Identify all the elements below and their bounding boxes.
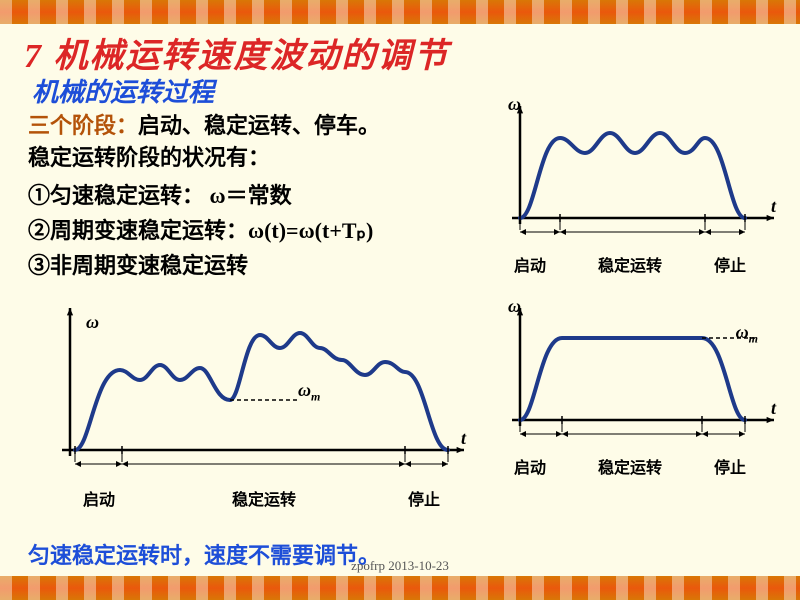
phase-start: 启动 [500,252,560,276]
x-axis-label: t [461,428,466,449]
page-title: 7 机械运转速度波动的调节 [24,28,450,77]
bullet-2: ②周期变速稳定运转：ω(t)=ω(t+Tₚ) [28,213,373,248]
phase-stop: 停止 [394,486,454,510]
decorative-border-top [0,0,800,24]
phase-stop: 停止 [700,252,760,276]
phase-stable: 稳定运转 [560,252,700,276]
chart-nonperiodic-svg [50,300,470,490]
bullet-list: ①匀速稳定运转： ω＝常数 ②周期变速稳定运转：ω(t)=ω(t+Tₚ) ③非周… [28,178,373,284]
y-axis-label: ω [508,94,521,115]
chart-constant: ω t ωm 启动 稳定运转 停止 [500,300,780,478]
x-axis-label: t [771,196,776,217]
phase-labels-tr: 启动 稳定运转 停止 [500,252,780,276]
phase-start: 启动 [500,454,560,478]
chart-nonperiodic: ω t ωm 启动 稳定运转 停止 [50,300,470,510]
three-phases-label: 三个阶段： [28,113,138,138]
x-axis-label: t [771,398,776,419]
bullet-1: ①匀速稳定运转： ω＝常数 [28,178,373,213]
phase-start: 启动 [64,486,134,510]
chart-periodic: ω t 启动 稳定运转 停止 [500,98,780,276]
stable-state-label: 稳定运转阶段的状况有： [28,140,270,172]
phase-stable: 稳定运转 [134,486,394,510]
chart-periodic-svg [500,98,780,258]
three-phases-text: 启动、稳定运转、停车。 [138,113,380,138]
phase-stable: 稳定运转 [560,454,700,478]
footer: zpofrp 2013-10-23 [0,558,800,574]
three-phases-line: 三个阶段：启动、稳定运转、停车。 [28,108,380,140]
phase-stop: 停止 [700,454,760,478]
decorative-border-bottom [0,576,800,600]
y-axis-label: ω [86,312,99,333]
omega-m-label: ωm [298,380,320,405]
y-axis-label: ω [508,296,521,317]
omega-m-label: ωm [736,322,758,347]
phase-labels-br: 启动 稳定运转 停止 [500,454,780,478]
subtitle: 机械的运转过程 [32,72,214,109]
bullet-3: ③非周期变速稳定运转 [28,248,373,283]
phase-labels-bl: 启动 稳定运转 停止 [64,486,470,510]
